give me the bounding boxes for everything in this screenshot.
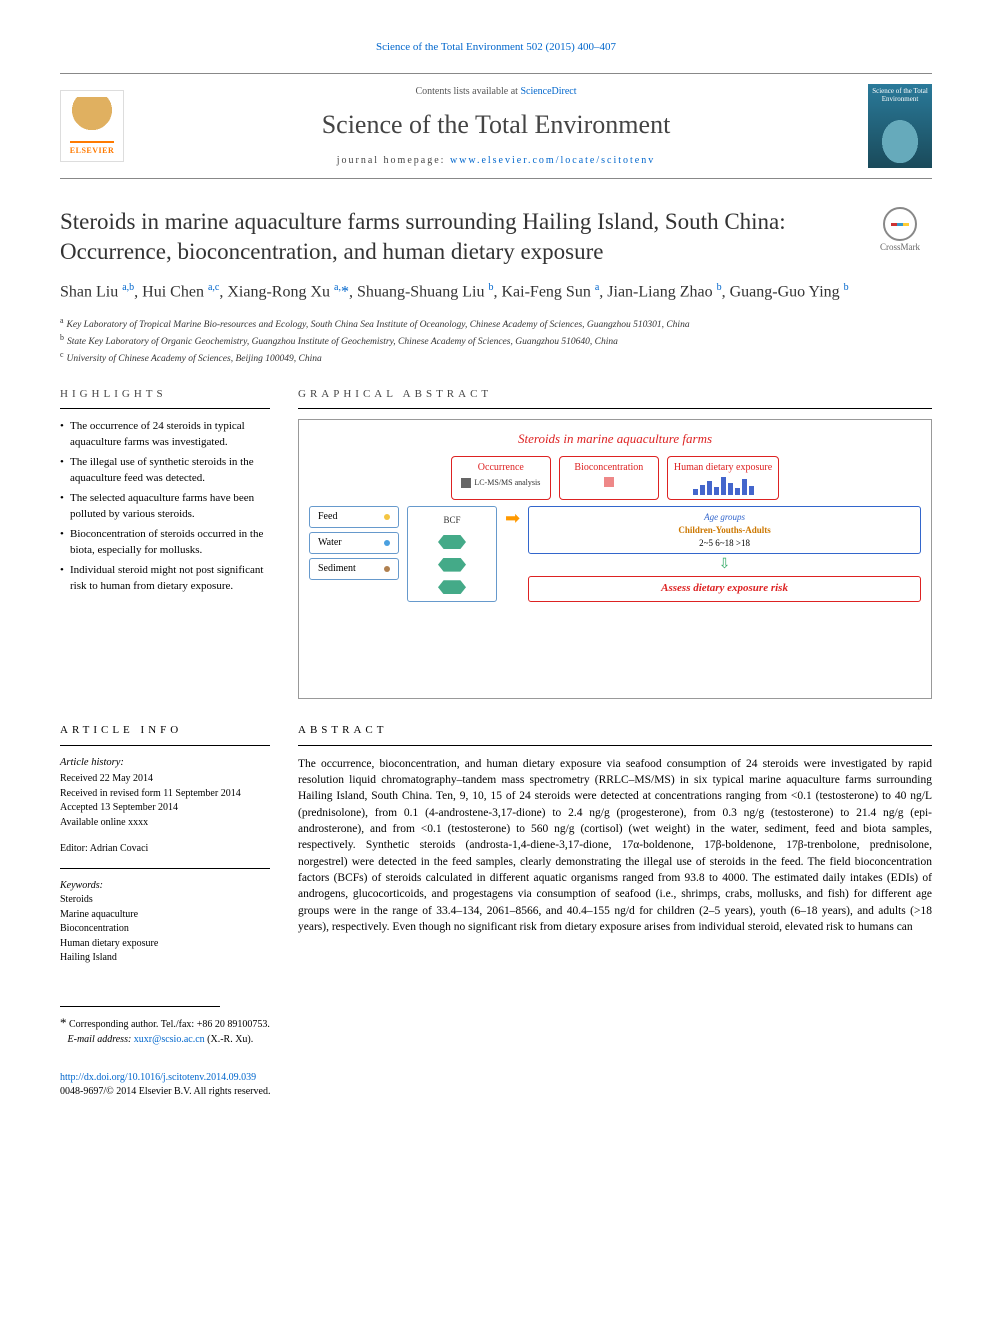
divider xyxy=(60,868,270,869)
homepage-link[interactable]: www.elsevier.com/locate/scitotenv xyxy=(450,155,655,166)
chart-bar xyxy=(693,489,698,495)
keywords-list: SteroidsMarine aquacultureBioconcentrati… xyxy=(60,893,270,966)
chart-bar xyxy=(742,479,747,495)
highlight-item: The selected aquaculture farms have been… xyxy=(60,491,270,523)
dot-icon xyxy=(384,514,390,520)
journal-name: Science of the Total Environment xyxy=(142,107,850,143)
chart-bar xyxy=(700,485,705,495)
ga-top-box: Human dietary exposure xyxy=(667,456,779,500)
ga-age-groups: Children-Youths-Adults xyxy=(533,524,916,537)
divider xyxy=(298,408,932,409)
ga-bcF-label: BCF xyxy=(443,514,460,527)
doi-block: http://dx.doi.org/10.1016/j.scitotenv.20… xyxy=(60,1071,932,1099)
keyword-item: Human dietary exposure xyxy=(60,937,270,952)
fish-icon xyxy=(438,580,466,594)
divider xyxy=(60,408,270,409)
homepage-prefix: journal homepage: xyxy=(337,155,450,166)
footnote-rule xyxy=(60,1006,220,1007)
doi-link[interactable]: http://dx.doi.org/10.1016/j.scitotenv.20… xyxy=(60,1072,256,1083)
divider xyxy=(60,745,270,746)
instrument-icon xyxy=(461,478,471,488)
author-list: Shan Liu a,b, Hui Chen a,c, Xiang-Rong X… xyxy=(60,280,932,304)
ga-age-box: Age groups Children-Youths-Adults 2~5 6~… xyxy=(528,506,921,554)
highlight-item: Bioconcentration of steroids occurred in… xyxy=(60,527,270,559)
journal-cover-thumb: Science of the Total Environment xyxy=(868,84,932,168)
chart-bar xyxy=(728,483,733,495)
dot-icon xyxy=(384,540,390,546)
contents-line: Contents lists available at ScienceDirec… xyxy=(142,85,850,99)
ga-title: Steroids in marine aquaculture farms xyxy=(309,430,921,448)
ga-top-box: Bioconcentration xyxy=(559,456,659,500)
crossmark-icon xyxy=(883,207,917,241)
cover-text: Science of the Total Environment xyxy=(872,88,928,103)
elsevier-logo: ELSEVIER xyxy=(60,90,124,162)
corr-line1: Corresponding author. Tel./fax: +86 20 8… xyxy=(69,1019,270,1030)
highlight-item: Individual steroid might not post signif… xyxy=(60,563,270,595)
ga-age-header: Age groups xyxy=(533,511,916,524)
article-info-heading: ARTICLE INFO xyxy=(60,723,270,738)
elsevier-label: ELSEVIER xyxy=(70,145,114,156)
history-item: Accepted 13 September 2014 xyxy=(60,801,270,816)
exposure-chart-icon xyxy=(674,475,772,495)
ga-assess-box: Assess dietary exposure risk xyxy=(528,576,921,601)
highlight-item: The illegal use of synthetic steroids in… xyxy=(60,455,270,487)
ga-top-box: OccurrenceLC-MS/MS analysis xyxy=(451,456,551,500)
corr-email-prefix: E-mail address: xyxy=(68,1034,134,1045)
crossmark-label: CrossMark xyxy=(880,241,920,254)
history-item: Received in revised form 11 September 20… xyxy=(60,787,270,802)
keyword-item: Marine aquaculture xyxy=(60,908,270,923)
graphical-abstract-heading: GRAPHICAL ABSTRACT xyxy=(298,387,932,402)
chart-bar xyxy=(721,477,726,495)
highlights-list: The occurrence of 24 steroids in typical… xyxy=(60,419,270,594)
history-label: Article history: xyxy=(60,756,270,771)
contents-prefix: Contents lists available at xyxy=(415,86,520,97)
corresponding-author: * Corresponding author. Tel./fax: +86 20… xyxy=(60,1013,932,1048)
chart-bar xyxy=(714,487,719,495)
keyword-item: Hailing Island xyxy=(60,951,270,966)
star-icon: * xyxy=(60,1015,67,1030)
issn-copyright: 0048-9697/© 2014 Elsevier B.V. All right… xyxy=(60,1086,270,1097)
keyword-item: Steroids xyxy=(60,893,270,908)
divider xyxy=(298,745,932,746)
chart-bar xyxy=(707,481,712,495)
cover-image-icon xyxy=(872,108,928,165)
crossmark-badge[interactable]: CrossMark xyxy=(868,207,932,254)
journal-header: ELSEVIER Contents lists available at Sci… xyxy=(60,73,932,179)
affiliations: aKey Laboratory of Tropical Marine Bio-r… xyxy=(60,315,932,367)
history-item: Available online xxxx xyxy=(60,816,270,831)
fish-icon xyxy=(438,535,466,549)
page-citation: Science of the Total Environment 502 (20… xyxy=(60,40,932,55)
paper-title: Steroids in marine aquaculture farms sur… xyxy=(60,207,848,266)
homepage-line: journal homepage: www.elsevier.com/locat… xyxy=(142,154,850,168)
sciencedirect-link[interactable]: ScienceDirect xyxy=(520,86,576,97)
elsevier-tree-icon xyxy=(70,97,114,143)
corr-email-link[interactable]: xuxr@scsio.ac.cn xyxy=(134,1034,205,1045)
ga-bcF-panel: BCF xyxy=(407,506,497,601)
highlight-item: The occurrence of 24 steroids in typical… xyxy=(60,419,270,451)
keyword-item: Bioconcentration xyxy=(60,922,270,937)
arrow-down-icon: ⇩ xyxy=(528,558,921,572)
graphical-abstract: Steroids in marine aquaculture farms Occ… xyxy=(298,419,932,699)
highlights-heading: HIGHLIGHTS xyxy=(60,387,270,402)
ga-compartment-box: Sediment xyxy=(309,558,399,580)
shrimp-icon xyxy=(604,477,614,487)
ga-compartment-box: Water xyxy=(309,532,399,554)
arrow-right-icon: ➡ xyxy=(505,506,520,601)
editor-line: Editor: Adrian Covaci xyxy=(60,842,270,856)
chart-bar xyxy=(749,486,754,495)
abstract-text: The occurrence, bioconcentration, and hu… xyxy=(298,756,932,936)
citation-link[interactable]: Science of the Total Environment 502 (20… xyxy=(376,41,616,53)
abstract-heading: ABSTRACT xyxy=(298,723,932,738)
history-item: Received 22 May 2014 xyxy=(60,772,270,787)
corr-suffix: (X.-R. Xu). xyxy=(205,1034,254,1045)
ga-compartment-box: Feed xyxy=(309,506,399,528)
fish-icon xyxy=(438,558,466,572)
ga-age-ranges: 2~5 6~18 >18 xyxy=(533,537,916,550)
chart-bar xyxy=(735,488,740,495)
history-list: Received 22 May 2014Received in revised … xyxy=(60,772,270,830)
keywords-label: Keywords: xyxy=(60,879,270,893)
dot-icon xyxy=(384,566,390,572)
